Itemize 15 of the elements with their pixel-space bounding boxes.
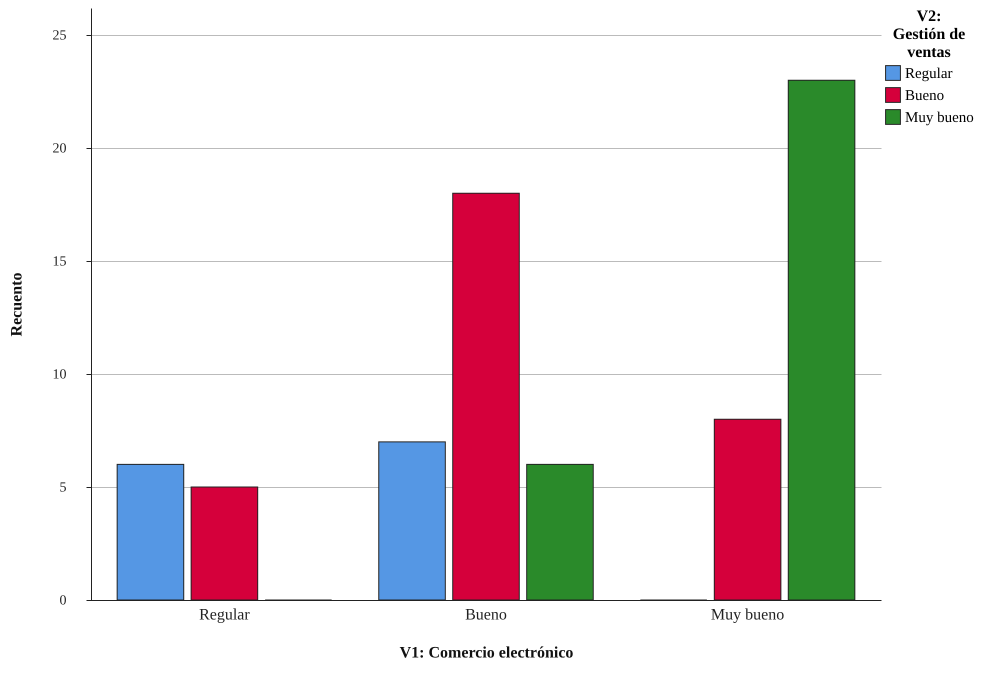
legend-label: Muy bueno <box>905 110 974 126</box>
legend-label: Bueno <box>905 88 944 104</box>
x-tick-label: Muy bueno <box>710 606 784 624</box>
x-axis-title: V1: Comercio electrónico <box>400 644 574 662</box>
y-tick-label: 15 <box>52 254 66 270</box>
y-tick-label: 25 <box>52 28 66 44</box>
legend-title: V2: Gestión de ventas <box>892 8 966 61</box>
legend-label: Regular <box>905 66 952 82</box>
x-tick-label: Bueno <box>465 606 507 624</box>
y-tick-label: 5 <box>60 480 66 496</box>
y-axis-title: Recuento <box>8 272 26 336</box>
x-tick-label: Regular <box>199 606 250 624</box>
y-tick-label: 20 <box>52 142 66 157</box>
y-tick-label: 0 <box>60 594 66 608</box>
y-tick-label: 10 <box>52 368 66 383</box>
